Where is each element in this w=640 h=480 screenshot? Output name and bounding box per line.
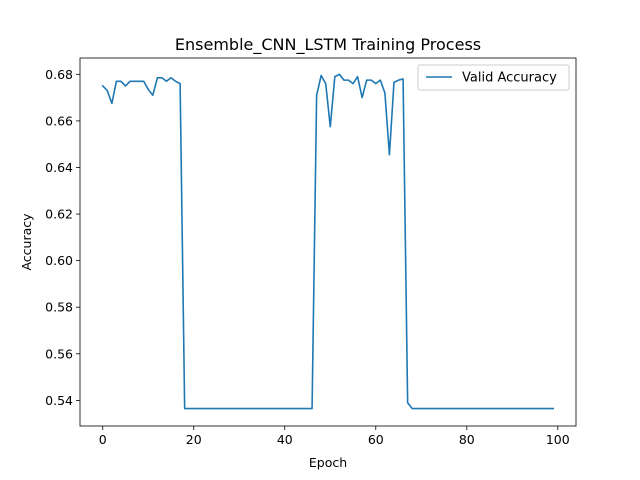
x-tick-label: 80 — [459, 432, 475, 447]
series-line-valid-accuracy — [101, 73, 555, 410]
chart-title: Ensemble_CNN_LSTM Training Process — [175, 35, 481, 55]
y-tick-label: 0.56 — [45, 346, 73, 361]
legend: Valid Accuracy — [417, 64, 570, 91]
x-axis-ticks: 0 20 40 60 80 100 — [99, 426, 570, 447]
x-axis-label: Epoch — [309, 455, 347, 470]
y-tick-label: 0.54 — [45, 393, 73, 408]
y-tick-label: 0.66 — [45, 113, 73, 128]
x-tick-label: 0 — [99, 432, 107, 447]
y-tick-label: 0.62 — [45, 207, 73, 222]
y-tick-label: 0.68 — [45, 67, 73, 82]
y-tick-label: 0.64 — [45, 160, 73, 175]
axes-frame — [79, 57, 577, 427]
legend-box — [417, 64, 570, 91]
x-tick-label: 20 — [186, 432, 202, 447]
x-tick-label: 100 — [546, 432, 570, 447]
y-tick-label: 0.60 — [45, 253, 73, 268]
y-tick-label: 0.58 — [45, 300, 73, 315]
series-layer — [101, 73, 555, 410]
y-axis-ticks: 0.54 0.56 0.58 0.60 0.62 0.64 0.66 0.68 — [45, 67, 80, 408]
y-axis-label: Accuracy — [19, 213, 34, 271]
axes-background — [80, 58, 576, 426]
x-tick-label: 60 — [368, 432, 384, 447]
legend-label-valid-accuracy: Valid Accuracy — [462, 71, 557, 86]
plot-area — [79, 57, 577, 427]
x-tick-label: 40 — [277, 432, 293, 447]
